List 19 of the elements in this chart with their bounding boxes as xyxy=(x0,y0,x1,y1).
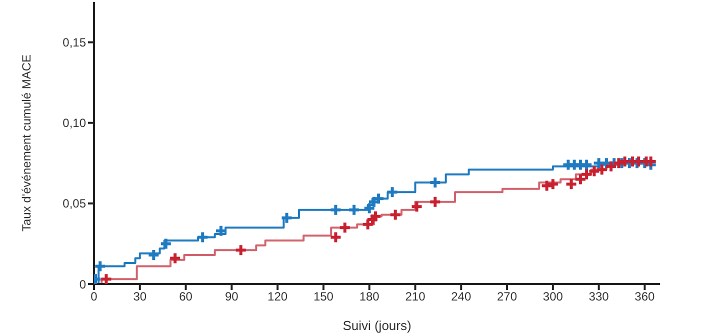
x-tick-label: 0 xyxy=(90,290,98,304)
x-tick-label: 240 xyxy=(451,290,472,304)
x-tick-label: 330 xyxy=(588,290,610,304)
y-tick-label: 0,05 xyxy=(62,196,86,211)
y-tick-label: 0,15 xyxy=(62,36,86,50)
y-axis-title: Taux d'événement cumulé MACE xyxy=(19,54,34,232)
x-tick-label: 150 xyxy=(313,290,334,304)
x-axis-title: Suivi (jours) xyxy=(342,318,412,333)
x-tick-label: 300 xyxy=(542,290,564,304)
x-tick-label: 120 xyxy=(268,290,288,304)
y-tick-label: 0 xyxy=(79,277,86,292)
x-tick-label: 270 xyxy=(497,290,518,304)
x-tick-label: 30 xyxy=(133,290,147,304)
x-tick-label: 180 xyxy=(359,290,380,304)
y-tick-label: 0,10 xyxy=(62,116,86,130)
x-tick-label: 210 xyxy=(405,290,426,304)
x-tick-label: 360 xyxy=(634,290,656,304)
x-tick-label: 60 xyxy=(179,290,193,304)
x-tick-label: 90 xyxy=(224,290,239,304)
